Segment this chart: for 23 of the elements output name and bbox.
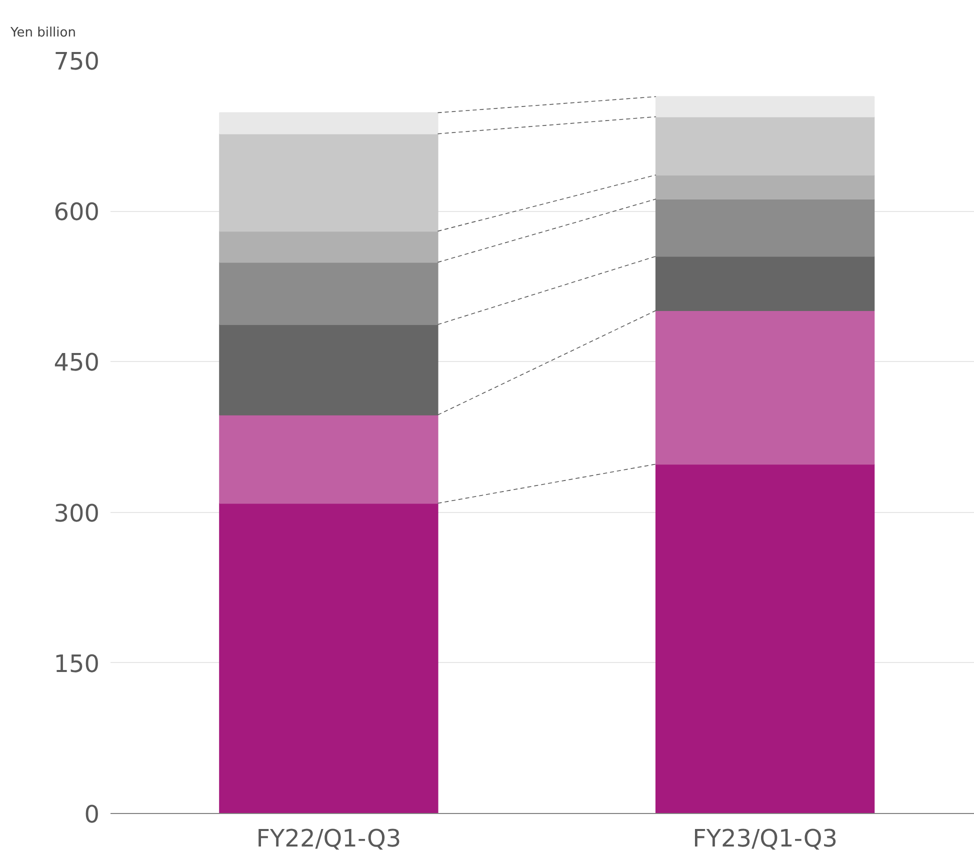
y-tick-label: 600 bbox=[54, 198, 100, 226]
bar bbox=[655, 96, 875, 118]
y-tick-label: 750 bbox=[54, 48, 100, 76]
bar bbox=[219, 324, 438, 416]
bar bbox=[219, 133, 438, 232]
bar bbox=[219, 502, 438, 814]
y-tick-label: 300 bbox=[54, 499, 100, 528]
bar bbox=[655, 310, 875, 465]
x-tick-label: FY22/Q1-Q3 bbox=[256, 824, 402, 852]
y-tick-label: 0 bbox=[84, 800, 100, 828]
y-tick-label: 150 bbox=[54, 650, 100, 678]
bar bbox=[219, 414, 438, 504]
bar bbox=[219, 262, 438, 326]
bar bbox=[219, 230, 438, 263]
x-tick-label: FY23/Q1-Q3 bbox=[692, 824, 838, 852]
bar bbox=[655, 256, 875, 311]
bar bbox=[655, 464, 875, 814]
bar bbox=[219, 112, 438, 134]
bar bbox=[655, 174, 875, 200]
y-axis-title: Yen billion bbox=[10, 26, 76, 40]
y-tick-label: 450 bbox=[54, 348, 100, 377]
bar bbox=[655, 116, 875, 176]
bar bbox=[655, 198, 875, 257]
